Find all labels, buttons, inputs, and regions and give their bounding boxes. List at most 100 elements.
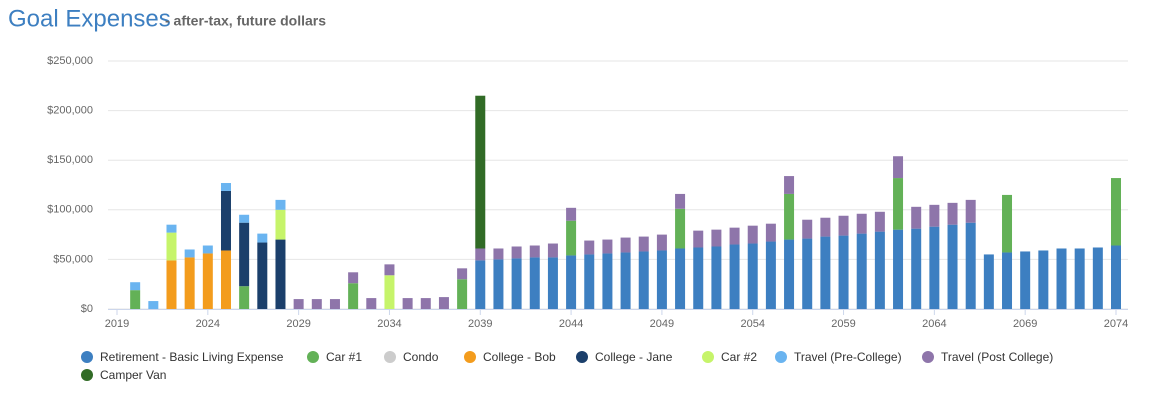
bar-segment xyxy=(148,301,159,309)
bar-segment xyxy=(729,227,740,245)
bar-segment xyxy=(638,236,649,252)
bar-segment xyxy=(566,255,577,309)
bar-segment xyxy=(675,248,686,309)
legend-label[interactable]: Car #2 xyxy=(721,350,757,364)
bar-segment xyxy=(257,242,268,309)
y-tick-label: $200,000 xyxy=(47,105,93,117)
bar-segment xyxy=(184,257,195,309)
x-tick-label: 2034 xyxy=(377,318,401,330)
bar-segment xyxy=(893,229,904,309)
bar-segment xyxy=(874,211,885,232)
legend-label[interactable]: Car #1 xyxy=(326,350,362,364)
bar-segment xyxy=(384,275,395,309)
bar-segment xyxy=(965,222,976,309)
bar-segment xyxy=(602,253,613,309)
bar-segment xyxy=(457,279,468,309)
x-tick-label: 2044 xyxy=(559,318,583,330)
bar-segment xyxy=(457,268,468,280)
bar-segment xyxy=(675,193,686,209)
bar-segment xyxy=(693,230,704,248)
bar-segment xyxy=(438,297,449,309)
y-tick-label: $150,000 xyxy=(47,154,93,166)
legend-label[interactable]: College - Jane xyxy=(595,350,673,364)
bar-segment xyxy=(947,224,958,309)
bar-segment xyxy=(947,202,958,225)
bar-segment xyxy=(893,178,904,230)
bar-segment xyxy=(475,260,486,309)
legend-marker xyxy=(307,351,319,363)
bar-segment xyxy=(1092,247,1103,309)
bar-segment xyxy=(747,243,758,309)
bar-segment xyxy=(656,234,667,251)
bar-segment xyxy=(838,235,849,309)
y-tick-label: $0 xyxy=(81,303,93,315)
legend-label[interactable]: Travel (Pre-College) xyxy=(794,350,902,364)
legend-label[interactable]: Retirement - Basic Living Expense xyxy=(100,350,284,364)
bar-segment xyxy=(348,272,359,284)
bar-segment xyxy=(747,225,758,244)
bar-segment xyxy=(493,259,504,309)
bar-segment xyxy=(838,215,849,236)
x-tick-label: 2054 xyxy=(740,318,764,330)
bar-segment xyxy=(420,298,431,309)
bar-segment xyxy=(220,190,231,251)
legend-label[interactable]: Travel (Post College) xyxy=(941,350,1053,364)
bar-segment xyxy=(184,249,195,258)
bar-segment xyxy=(856,233,867,309)
bar-segment xyxy=(638,251,649,309)
legend-marker xyxy=(81,351,93,363)
bar-segment xyxy=(693,247,704,309)
bar-segment xyxy=(402,298,413,309)
bar-segment xyxy=(893,156,904,179)
legend-marker xyxy=(384,351,396,363)
bar-segment xyxy=(293,299,304,309)
bar-segment xyxy=(584,240,595,255)
x-tick-label: 2049 xyxy=(650,318,674,330)
bar-segment xyxy=(202,245,213,254)
bar-segment xyxy=(983,254,994,309)
bar-segment xyxy=(239,286,250,309)
bar-segment xyxy=(965,199,976,223)
bar-segment xyxy=(602,239,613,254)
bar-segment xyxy=(257,233,268,243)
legend-marker xyxy=(702,351,714,363)
bar-segment xyxy=(239,214,250,223)
bar-segment xyxy=(656,250,667,309)
bar-segment xyxy=(1038,250,1049,309)
x-tick-label: 2019 xyxy=(105,318,129,330)
bar-segment xyxy=(711,246,722,309)
bar-segment xyxy=(1020,251,1031,309)
bar-segment xyxy=(784,239,795,309)
legend-label[interactable]: Condo xyxy=(403,350,439,364)
bar-segment xyxy=(166,232,177,261)
bar-segment xyxy=(547,257,558,309)
bar-segment xyxy=(130,282,141,291)
bar-segment xyxy=(802,219,813,239)
bar-segment xyxy=(166,260,177,309)
bar-segment xyxy=(384,264,395,276)
bar-segment xyxy=(275,239,286,309)
bar-segment xyxy=(547,243,558,258)
legend-label[interactable]: College - Bob xyxy=(483,350,556,364)
y-tick-label: $100,000 xyxy=(47,204,93,216)
legend-label[interactable]: Camper Van xyxy=(100,368,166,382)
bar-segment xyxy=(1002,252,1013,309)
bar-segment xyxy=(239,222,250,287)
bar-segment xyxy=(620,237,631,253)
bar-segment xyxy=(130,290,141,309)
bar-segment xyxy=(929,204,940,227)
bar-segment xyxy=(1002,194,1013,253)
bar-segment xyxy=(820,236,831,309)
bar-segment xyxy=(511,246,522,259)
bar-segment xyxy=(929,226,940,309)
bar-segment xyxy=(475,248,486,261)
bar-segment xyxy=(220,183,231,191)
x-tick-label: 2039 xyxy=(468,318,492,330)
x-tick-label: 2029 xyxy=(286,318,310,330)
chart-subtitle: - after-tax, future dollars xyxy=(165,13,326,29)
legend-marker xyxy=(576,351,588,363)
bar-segment xyxy=(675,208,686,249)
bar-segment xyxy=(765,241,776,309)
x-tick-label: 2059 xyxy=(831,318,855,330)
bar-segment xyxy=(529,257,540,309)
